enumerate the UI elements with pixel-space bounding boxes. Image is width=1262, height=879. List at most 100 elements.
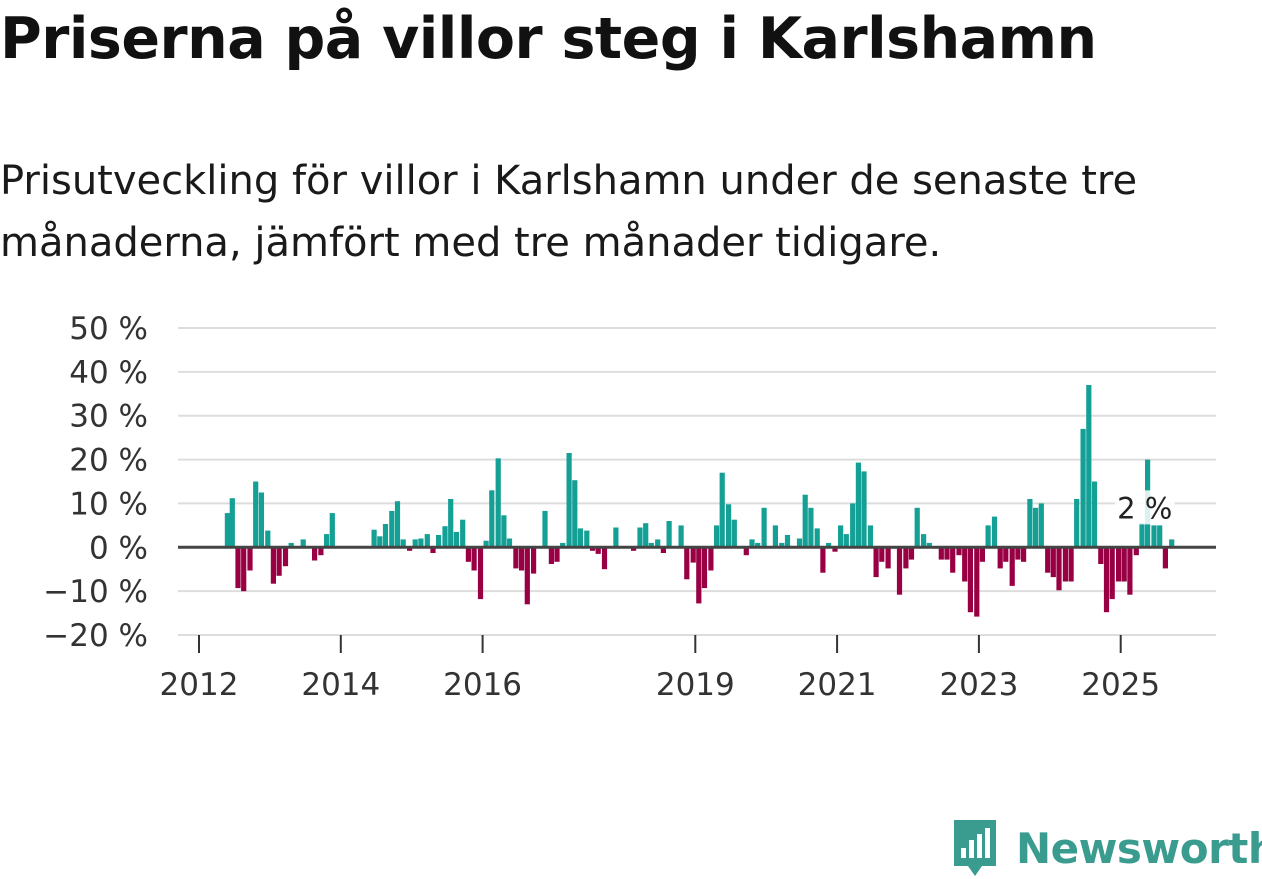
- bar: [1050, 547, 1056, 578]
- y-tick-label: 10 %: [69, 486, 148, 522]
- bar: [460, 519, 466, 548]
- y-tick-label: −20 %: [43, 618, 148, 654]
- bar: [282, 547, 289, 567]
- bar: [1091, 481, 1098, 548]
- bar: [820, 547, 826, 573]
- y-tick-label: 0 %: [89, 530, 148, 566]
- bar: [826, 542, 832, 548]
- bar: [489, 490, 495, 548]
- bar: [288, 542, 294, 548]
- bar: [666, 521, 672, 548]
- bar: [318, 547, 324, 556]
- bar: [950, 547, 956, 573]
- bar: [914, 507, 920, 548]
- bar: [501, 515, 507, 548]
- bar: [1103, 547, 1110, 613]
- bar: [631, 547, 637, 551]
- x-tick-label: 2023: [939, 667, 1018, 703]
- bar: [962, 547, 968, 582]
- bar: [1033, 507, 1039, 548]
- bar: [867, 525, 873, 548]
- bar: [779, 542, 785, 548]
- bar: [743, 547, 749, 556]
- bar: [382, 524, 389, 548]
- bar: [926, 542, 932, 548]
- newsworthy-logo-icon: [954, 820, 996, 876]
- bar: [394, 501, 401, 548]
- bar: [377, 536, 383, 548]
- bar: [418, 538, 424, 548]
- bar: [861, 471, 867, 548]
- y-tick-label: 30 %: [69, 399, 148, 435]
- bar: [471, 547, 477, 571]
- brand-name: Newsworthy: [1016, 823, 1262, 873]
- bar: [690, 547, 696, 563]
- annotation-bg: [1114, 490, 1175, 525]
- y-axis-labels: 50 % 40 % 30 % 20 % 10 % 0 % −10 % −20 %: [43, 311, 148, 654]
- chart-title: Priserna på villor steg i Karlshamn: [0, 6, 1097, 72]
- bar: [513, 547, 519, 569]
- chart-subtitle: Prisutveckling för villor i Karlshamn un…: [0, 158, 1138, 266]
- bar: [1080, 428, 1086, 548]
- bar: [572, 480, 578, 548]
- bar: [224, 513, 230, 548]
- bar: [506, 538, 513, 548]
- bar: [814, 528, 820, 548]
- bar: [584, 530, 590, 548]
- bar: [542, 510, 548, 548]
- bar: [329, 513, 335, 548]
- bar: [430, 547, 436, 553]
- bar: [1068, 547, 1074, 582]
- bar: [235, 547, 241, 589]
- bar: [1109, 547, 1115, 600]
- bar: [838, 525, 844, 548]
- x-tick-label: 2014: [301, 667, 380, 703]
- x-tick-label: 2025: [1081, 667, 1160, 703]
- bar: [1151, 525, 1157, 548]
- bar: [648, 542, 654, 548]
- bar: [548, 547, 554, 564]
- bar: [1015, 547, 1021, 560]
- bar: [1086, 385, 1092, 548]
- bar: [684, 547, 690, 580]
- bar: [784, 535, 791, 548]
- bar: [696, 547, 702, 604]
- bar: [613, 527, 619, 548]
- newsworthy-logo: Newsworthy: [950, 818, 1262, 878]
- bar: [1009, 547, 1015, 586]
- bar: [726, 504, 732, 548]
- bar: [1162, 547, 1168, 569]
- bar: [708, 547, 714, 571]
- bar: [1139, 523, 1145, 548]
- bar: [991, 516, 998, 548]
- bar: [1074, 499, 1080, 548]
- bar: [719, 472, 725, 548]
- bar: [312, 547, 318, 561]
- bar: [701, 547, 708, 589]
- y-tick-label: −10 %: [43, 574, 148, 610]
- bar: [637, 527, 643, 548]
- x-tick-label: 2012: [160, 667, 239, 703]
- bar: [714, 525, 720, 548]
- bar-chart: 50 %40 %30 %20 %10 %0 %−10 %−20 % 2012 20…: [43, 311, 1216, 703]
- x-tick-label: 2019: [656, 667, 735, 703]
- bar: [974, 547, 980, 617]
- bar: [524, 547, 530, 605]
- bar: [832, 547, 838, 552]
- bar: [1038, 503, 1044, 548]
- bar: [1116, 547, 1122, 582]
- bar: [873, 547, 879, 578]
- bar: [554, 547, 560, 562]
- bar: [1045, 547, 1051, 573]
- bar: [1021, 547, 1027, 562]
- bars: [224, 385, 1175, 617]
- bar: [400, 539, 406, 548]
- bar: [247, 547, 253, 571]
- bar: [407, 547, 413, 551]
- bar: [495, 458, 501, 548]
- y-tick-label: 40 %: [69, 355, 148, 391]
- bar: [967, 547, 973, 613]
- bar: [412, 539, 418, 548]
- bar: [761, 507, 767, 548]
- bar: [802, 494, 808, 548]
